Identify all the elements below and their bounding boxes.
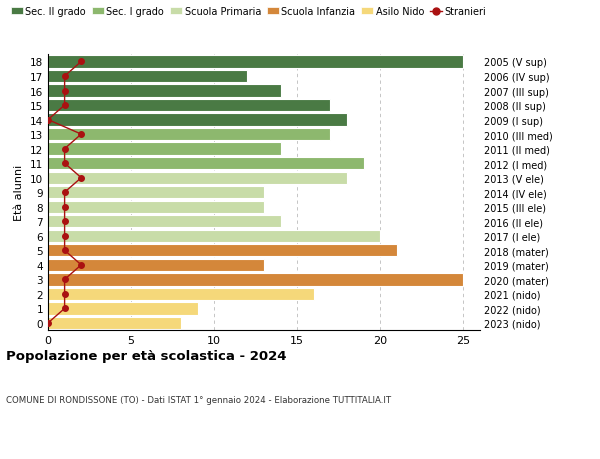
Bar xyxy=(48,85,281,97)
Bar xyxy=(48,129,331,141)
Bar xyxy=(48,172,347,185)
Bar xyxy=(48,71,247,83)
Bar xyxy=(48,143,281,156)
Bar xyxy=(48,114,347,127)
Bar xyxy=(48,259,264,271)
Bar xyxy=(48,274,463,286)
Bar xyxy=(48,317,181,330)
Bar xyxy=(48,201,264,213)
Bar xyxy=(48,302,197,315)
Bar xyxy=(48,56,463,68)
Bar xyxy=(48,288,314,300)
Text: COMUNE DI RONDISSONE (TO) - Dati ISTAT 1° gennaio 2024 - Elaborazione TUTTITALIA: COMUNE DI RONDISSONE (TO) - Dati ISTAT 1… xyxy=(6,395,391,404)
Text: Popolazione per età scolastica - 2024: Popolazione per età scolastica - 2024 xyxy=(6,349,287,362)
Legend: Sec. II grado, Sec. I grado, Scuola Primaria, Scuola Infanzia, Asilo Nido, Stran: Sec. II grado, Sec. I grado, Scuola Prim… xyxy=(11,7,487,17)
Bar xyxy=(48,100,331,112)
Bar xyxy=(48,187,264,199)
Bar xyxy=(48,216,281,228)
Bar xyxy=(48,245,397,257)
Y-axis label: Età alunni: Età alunni xyxy=(14,165,25,221)
Bar xyxy=(48,230,380,242)
Bar xyxy=(48,157,364,170)
